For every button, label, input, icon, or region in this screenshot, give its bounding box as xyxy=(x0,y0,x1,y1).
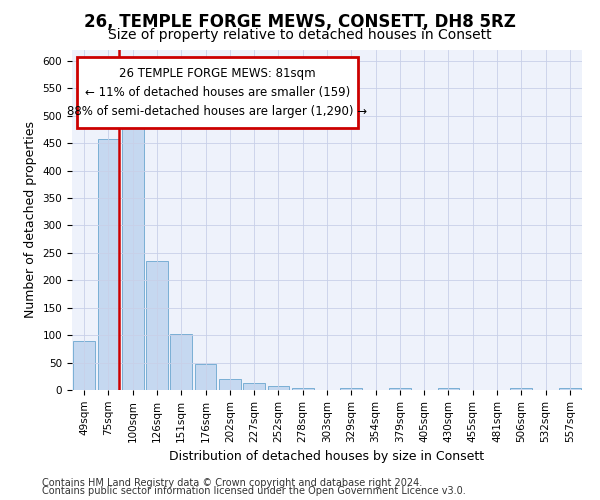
Bar xyxy=(511,388,532,390)
Bar xyxy=(268,386,289,390)
Bar xyxy=(97,140,119,390)
Bar xyxy=(170,334,192,390)
Bar xyxy=(73,341,95,390)
Bar xyxy=(219,379,241,390)
Text: 26 TEMPLE FORGE MEWS: 81sqm
← 11% of detached houses are smaller (159)
88% of se: 26 TEMPLE FORGE MEWS: 81sqm ← 11% of det… xyxy=(67,67,367,118)
Bar xyxy=(559,388,581,390)
Bar xyxy=(243,383,265,390)
Y-axis label: Number of detached properties: Number of detached properties xyxy=(24,122,37,318)
Text: Contains public sector information licensed under the Open Government Licence v3: Contains public sector information licen… xyxy=(42,486,466,496)
Bar xyxy=(146,261,168,390)
Bar xyxy=(194,364,217,390)
Bar xyxy=(292,388,314,390)
Text: Size of property relative to detached houses in Consett: Size of property relative to detached ho… xyxy=(108,28,492,42)
X-axis label: Distribution of detached houses by size in Consett: Distribution of detached houses by size … xyxy=(169,450,485,463)
Text: 26, TEMPLE FORGE MEWS, CONSETT, DH8 5RZ: 26, TEMPLE FORGE MEWS, CONSETT, DH8 5RZ xyxy=(84,12,516,30)
Bar xyxy=(437,388,460,390)
Bar xyxy=(389,388,411,390)
Bar xyxy=(122,116,143,390)
Text: Contains HM Land Registry data © Crown copyright and database right 2024.: Contains HM Land Registry data © Crown c… xyxy=(42,478,422,488)
FancyBboxPatch shape xyxy=(77,57,358,128)
Bar xyxy=(340,388,362,390)
